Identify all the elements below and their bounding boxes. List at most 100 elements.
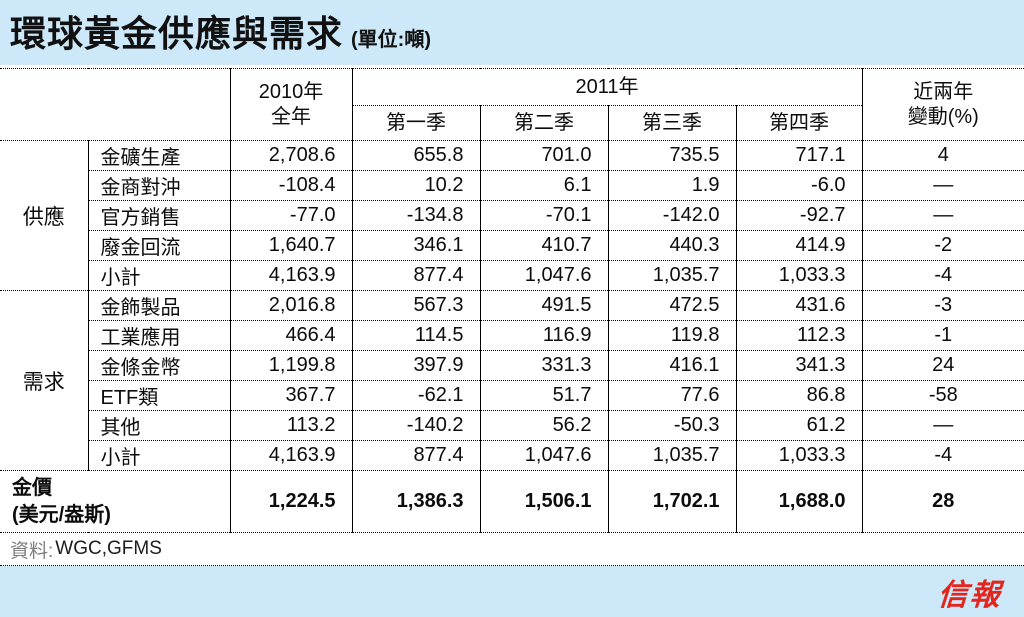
change-cell: -2: [862, 230, 1024, 261]
row-label: 金飾製品: [88, 290, 231, 321]
value-cell: 410.7: [480, 230, 609, 261]
row-label: 小計: [88, 440, 231, 471]
value-cell: 1,033.3: [736, 440, 863, 471]
source-row: 資料: WGC,GFMS: [0, 533, 1024, 566]
value-cell: 491.5: [480, 290, 609, 321]
value-cell: 877.4: [352, 260, 481, 291]
header-row-years: 2010年 全年 2011年 近兩年 變動(%): [0, 68, 1024, 141]
value-cell: 77.6: [608, 380, 737, 411]
row-label: 金礦生產: [88, 140, 231, 171]
header-q4: 第四季: [736, 105, 863, 141]
table-row: 供應 金礦生產 2,708.6 655.8 701.0 735.5 717.1 …: [0, 140, 1024, 291]
value-cell: 472.5: [608, 290, 737, 321]
value-cell: -108.4: [230, 170, 353, 201]
value-cell: 1,224.5: [230, 470, 353, 533]
value-cell: -50.3: [608, 410, 737, 441]
value-cell: 4,163.9: [230, 440, 353, 471]
value-cell: 735.5: [608, 140, 737, 171]
value-cell: 346.1: [352, 230, 481, 261]
gold-price-label: 金價 (美元/盎斯): [0, 470, 231, 533]
title-band: 環球黃金供應與需求 (單位:噸): [0, 0, 1024, 65]
value-cell: 1,047.6: [480, 440, 609, 471]
value-cell: 1,033.3: [736, 260, 863, 291]
value-cell: 331.3: [480, 350, 609, 381]
gold-supply-demand-table: 2010年 全年 2011年 近兩年 變動(%) 第一季 第二季 第三季 第四季…: [0, 68, 1024, 533]
header-q3: 第三季: [608, 105, 737, 141]
value-cell: 416.1: [608, 350, 737, 381]
value-cell: 86.8: [736, 380, 863, 411]
row-label: 小計: [88, 260, 231, 291]
table-row: 官方銷售 -77.0 -134.8 -70.1 -142.0 -92.7 —: [0, 200, 1024, 231]
value-cell: 116.9: [480, 320, 609, 351]
value-cell: 397.9: [352, 350, 481, 381]
value-cell: 4,163.9: [230, 260, 353, 291]
table-row: 小計 4,163.9 877.4 1,047.6 1,035.7 1,033.3…: [0, 440, 1024, 471]
table-row: 廢金回流 1,640.7 346.1 410.7 440.3 414.9 -2: [0, 230, 1024, 261]
table-row: 小計 4,163.9 877.4 1,047.6 1,035.7 1,033.3…: [0, 260, 1024, 291]
value-cell: -77.0: [230, 200, 353, 231]
table-row: ETF類 367.7 -62.1 51.7 77.6 86.8 -58: [0, 380, 1024, 411]
table-row: 金商對沖 -108.4 10.2 6.1 1.9 -6.0 —: [0, 170, 1024, 201]
row-label: 金條金幣: [88, 350, 231, 381]
change-cell: 24: [862, 350, 1024, 381]
source-value: WGC,GFMS: [55, 538, 162, 559]
value-cell: 1.9: [608, 170, 737, 201]
title-unit: (單位:噸): [351, 29, 431, 51]
value-cell: 2,016.8: [230, 290, 353, 321]
change-cell: —: [862, 200, 1024, 231]
hkej-logo: 信報: [936, 578, 1003, 613]
value-cell: 51.7: [480, 380, 609, 411]
value-cell: 655.8: [352, 140, 481, 171]
table-row: 工業應用 466.4 114.5 116.9 119.8 112.3 -1: [0, 320, 1024, 351]
value-cell: 56.2: [480, 410, 609, 441]
value-cell: 1,702.1: [608, 470, 737, 533]
value-cell: -92.7: [736, 200, 863, 231]
value-cell: 701.0: [480, 140, 609, 171]
change-cell: 28: [862, 470, 1024, 533]
header-q2: 第二季: [480, 105, 609, 141]
value-cell: 1,035.7: [608, 260, 737, 291]
row-label: 其他: [88, 410, 231, 441]
value-cell: 367.7: [230, 380, 353, 411]
value-cell: -134.8: [352, 200, 481, 231]
header-2011: 2011年: [352, 68, 863, 106]
value-cell: 1,035.7: [608, 440, 737, 471]
table-row: 其他 113.2 -140.2 56.2 -50.3 61.2 —: [0, 410, 1024, 441]
corner-cell: [0, 68, 231, 141]
value-cell: 10.2: [352, 170, 481, 201]
source-label: 資料:: [10, 540, 54, 562]
row-label: 廢金回流: [88, 230, 231, 261]
value-cell: 1,199.8: [230, 350, 353, 381]
gold-price-row: 金價 (美元/盎斯) 1,224.5 1,386.3 1,506.1 1,702…: [0, 470, 1024, 533]
table-row: 需求 金飾製品 2,016.8 567.3 491.5 472.5 431.6 …: [0, 290, 1024, 471]
value-cell: 114.5: [352, 320, 481, 351]
value-cell: 414.9: [736, 230, 863, 261]
header-row-quarters: 第一季 第二季 第三季 第四季: [0, 105, 1024, 141]
row-label: 官方銷售: [88, 200, 231, 231]
change-cell: —: [862, 410, 1024, 441]
change-cell: -4: [862, 260, 1024, 291]
value-cell: 440.3: [608, 230, 737, 261]
change-cell: -58: [862, 380, 1024, 411]
value-cell: 119.8: [608, 320, 737, 351]
value-cell: 431.6: [736, 290, 863, 321]
row-label: 工業應用: [88, 320, 231, 351]
change-cell: 4: [862, 140, 1024, 171]
row-label: ETF類: [88, 380, 231, 411]
value-cell: -62.1: [352, 380, 481, 411]
value-cell: -6.0: [736, 170, 863, 201]
header-q1: 第一季: [352, 105, 481, 141]
value-cell: 2,708.6: [230, 140, 353, 171]
page-title: 環球黃金供應與需求: [10, 13, 344, 54]
value-cell: 717.1: [736, 140, 863, 171]
change-cell: -4: [862, 440, 1024, 471]
value-cell: 61.2: [736, 410, 863, 441]
row-label: 金商對沖: [88, 170, 231, 201]
value-cell: 466.4: [230, 320, 353, 351]
change-cell: -1: [862, 320, 1024, 351]
table-row: 金條金幣 1,199.8 397.9 331.3 416.1 341.3 24: [0, 350, 1024, 381]
value-cell: 877.4: [352, 440, 481, 471]
value-cell: 1,047.6: [480, 260, 609, 291]
group-label-demand: 需求: [0, 290, 89, 471]
